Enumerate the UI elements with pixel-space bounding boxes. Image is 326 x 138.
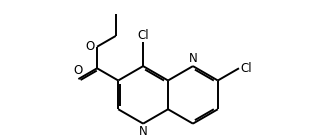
Text: O: O [74, 64, 83, 77]
Text: N: N [139, 125, 147, 138]
Text: O: O [85, 40, 95, 53]
Text: Cl: Cl [240, 62, 252, 75]
Text: N: N [188, 52, 197, 65]
Text: Cl: Cl [137, 29, 149, 42]
